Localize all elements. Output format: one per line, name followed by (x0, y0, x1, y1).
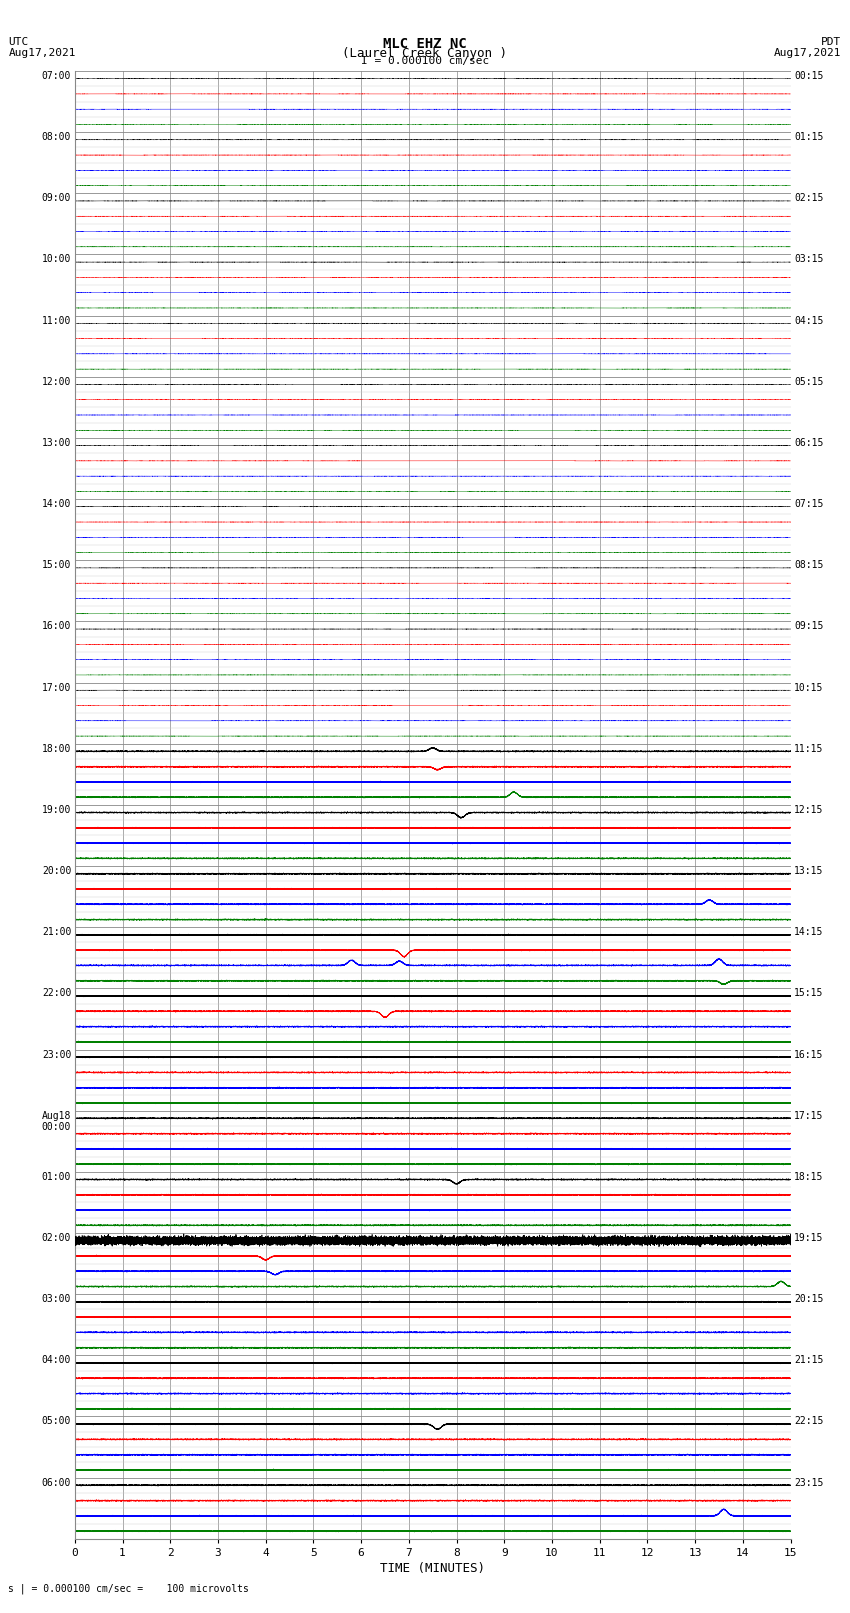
Text: 20:00: 20:00 (42, 866, 71, 876)
Text: 06:15: 06:15 (794, 437, 824, 448)
Text: 21:15: 21:15 (794, 1355, 824, 1365)
Text: 14:15: 14:15 (794, 927, 824, 937)
Text: 23:15: 23:15 (794, 1478, 824, 1487)
Text: 03:15: 03:15 (794, 255, 824, 265)
Text: 04:15: 04:15 (794, 316, 824, 326)
Text: 08:00: 08:00 (42, 132, 71, 142)
Text: (Laurel Creek Canyon ): (Laurel Creek Canyon ) (343, 47, 507, 60)
Text: 19:00: 19:00 (42, 805, 71, 815)
Text: 07:15: 07:15 (794, 498, 824, 510)
Text: 04:00: 04:00 (42, 1355, 71, 1365)
Text: UTC: UTC (8, 37, 29, 47)
Text: 13:15: 13:15 (794, 866, 824, 876)
Text: 20:15: 20:15 (794, 1294, 824, 1305)
Text: 21:00: 21:00 (42, 927, 71, 937)
Text: 17:00: 17:00 (42, 682, 71, 692)
Text: 16:15: 16:15 (794, 1050, 824, 1060)
Text: Aug17,2021: Aug17,2021 (774, 48, 842, 58)
Text: MLC EHZ NC: MLC EHZ NC (383, 37, 467, 52)
Text: 06:00: 06:00 (42, 1478, 71, 1487)
Text: 02:15: 02:15 (794, 194, 824, 203)
Text: 11:15: 11:15 (794, 744, 824, 753)
Text: 00:15: 00:15 (794, 71, 824, 81)
Text: 02:00: 02:00 (42, 1232, 71, 1244)
Text: 10:15: 10:15 (794, 682, 824, 692)
Text: I = 0.000100 cm/sec: I = 0.000100 cm/sec (361, 56, 489, 66)
Text: 14:00: 14:00 (42, 498, 71, 510)
Text: 09:00: 09:00 (42, 194, 71, 203)
Text: 15:15: 15:15 (794, 989, 824, 998)
Text: 12:00: 12:00 (42, 377, 71, 387)
Text: 22:15: 22:15 (794, 1416, 824, 1426)
Text: 10:00: 10:00 (42, 255, 71, 265)
Text: 07:00: 07:00 (42, 71, 71, 81)
Text: 16:00: 16:00 (42, 621, 71, 631)
Text: 03:00: 03:00 (42, 1294, 71, 1305)
X-axis label: TIME (MINUTES): TIME (MINUTES) (380, 1561, 485, 1574)
Text: 18:00: 18:00 (42, 744, 71, 753)
Text: 13:00: 13:00 (42, 437, 71, 448)
Text: 09:15: 09:15 (794, 621, 824, 631)
Text: Aug18
00:00: Aug18 00:00 (42, 1111, 71, 1132)
Text: 11:00: 11:00 (42, 316, 71, 326)
Text: 05:15: 05:15 (794, 377, 824, 387)
Text: 18:15: 18:15 (794, 1171, 824, 1182)
Text: 19:15: 19:15 (794, 1232, 824, 1244)
Text: Aug17,2021: Aug17,2021 (8, 48, 76, 58)
Text: 08:15: 08:15 (794, 560, 824, 571)
Text: 12:15: 12:15 (794, 805, 824, 815)
Text: 01:15: 01:15 (794, 132, 824, 142)
Text: 01:00: 01:00 (42, 1171, 71, 1182)
Text: s | = 0.000100 cm/sec =    100 microvolts: s | = 0.000100 cm/sec = 100 microvolts (8, 1582, 249, 1594)
Text: 23:00: 23:00 (42, 1050, 71, 1060)
Text: 17:15: 17:15 (794, 1111, 824, 1121)
Text: 22:00: 22:00 (42, 989, 71, 998)
Text: PDT: PDT (821, 37, 842, 47)
Text: 05:00: 05:00 (42, 1416, 71, 1426)
Text: 15:00: 15:00 (42, 560, 71, 571)
